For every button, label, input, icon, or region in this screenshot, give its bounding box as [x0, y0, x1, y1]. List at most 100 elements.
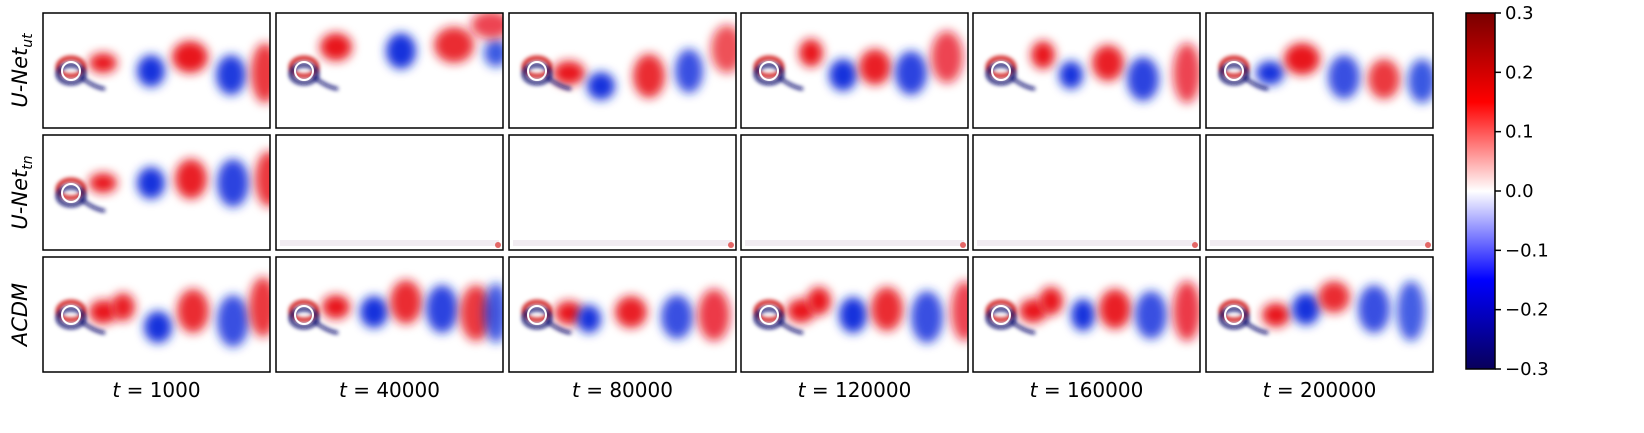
negative-vortex: [577, 305, 601, 333]
colorbar: 0.3 0.2 0.1 0.0 −0.1 −0.2 −0.3: [1465, 3, 1549, 380]
wake-streak: [1243, 319, 1269, 335]
colorbar-tick-label: 0.2: [1505, 62, 1534, 83]
panel-r2-c2: [275, 134, 504, 251]
panel-r1-c4: [740, 12, 969, 129]
positive-vortex: [175, 159, 207, 199]
noise-band: [513, 240, 732, 246]
negative-vortex: [1328, 55, 1360, 99]
cylinder: [522, 300, 572, 335]
negative-vortex: [911, 291, 943, 343]
shear-layer-positive: [1219, 300, 1249, 322]
positive-vortex: [255, 151, 270, 207]
column-label-5: t = 160000: [1030, 378, 1144, 402]
negative-vortex: [217, 295, 249, 347]
positive-vortex: [931, 31, 963, 83]
noise-band: [745, 240, 964, 246]
shear-layer-negative: [522, 307, 552, 329]
vorticity-field: [289, 13, 503, 91]
negative-vortex: [587, 72, 615, 100]
cylinder: [1219, 56, 1269, 91]
positive-vortex: [89, 173, 117, 193]
panel-r1-c3: [508, 12, 737, 129]
positive-vortex: [111, 293, 135, 321]
corner-artifact: [960, 242, 966, 248]
wake-streak: [313, 75, 339, 91]
shear-layer-negative: [56, 185, 86, 207]
panel-background: [1206, 135, 1433, 250]
cylinder-outline: [759, 305, 779, 325]
wake-streak: [1010, 75, 1036, 91]
panel-frame: [275, 256, 504, 373]
vorticity-field: [1219, 281, 1425, 341]
positive-vortex: [390, 280, 422, 324]
negative-vortex: [386, 33, 416, 69]
negative-vortex: [144, 311, 172, 343]
cylinder-outline: [61, 305, 81, 325]
row-label-name: ACDM: [8, 283, 32, 348]
positive-vortex: [553, 61, 585, 85]
positive-vortex: [320, 33, 352, 61]
panel-r2-c3: [508, 134, 737, 251]
negative-vortex: [484, 283, 503, 343]
positive-vortex: [177, 289, 209, 333]
negative-vortex: [360, 296, 388, 328]
positive-vortex: [249, 277, 270, 337]
panel-frame: [740, 12, 969, 129]
corner-artifact: [1192, 242, 1198, 248]
shear-layer-negative: [522, 63, 552, 85]
positive-vortex: [799, 39, 823, 67]
negative-vortex: [661, 295, 693, 339]
cylinder-outline: [527, 305, 547, 325]
column-label-3: t = 80000: [572, 378, 673, 402]
panel-frame: [42, 134, 271, 251]
colorbar-tick-label: −0.3: [1505, 359, 1549, 380]
panel-background: [276, 135, 503, 250]
shear-layer-positive: [522, 300, 552, 322]
cylinder: [754, 56, 804, 91]
shear-layer-positive: [289, 300, 319, 322]
negative-vortex: [675, 49, 703, 93]
cylinder-outline: [991, 305, 1011, 325]
row-label-subscript: tn: [20, 155, 36, 169]
panel-frame: [972, 12, 1201, 129]
negative-vortex: [216, 55, 246, 95]
shear-layer-positive: [986, 56, 1016, 78]
negative-vortex: [1408, 59, 1433, 103]
positive-vortex: [1173, 43, 1200, 103]
cylinder-outline: [294, 305, 314, 325]
positive-vortex: [711, 25, 736, 73]
cylinder: [986, 56, 1036, 91]
cylinder: [289, 56, 339, 91]
panel-frame: [740, 256, 969, 373]
column-label-2: t = 40000: [339, 378, 440, 402]
corner-artifact: [1425, 242, 1431, 248]
positive-vortex: [1173, 281, 1200, 341]
panel-frame: [508, 134, 737, 251]
positive-vortex: [807, 287, 831, 315]
panel-frame: [1205, 256, 1434, 373]
panel-frame: [42, 256, 271, 373]
panel-r3-c2: [275, 256, 504, 373]
vorticity-field: [56, 41, 270, 103]
negative-vortex: [1358, 285, 1390, 333]
wake-streak: [778, 319, 804, 335]
panel-frame: [508, 256, 737, 373]
panel-r2-c1: [42, 134, 271, 251]
shear-layer-positive: [754, 300, 784, 322]
row-label-1: U-Netut: [8, 33, 36, 108]
colorbar-tick-label: 0.3: [1505, 3, 1534, 24]
vorticity-field: [289, 280, 503, 343]
cylinder: [1219, 300, 1269, 335]
panel-frame: [275, 12, 504, 129]
colorbar-tick-label: 0.1: [1505, 122, 1534, 143]
panel-grid: [42, 12, 1434, 373]
negative-vortex: [484, 39, 503, 67]
panel-frame: [972, 134, 1201, 251]
shear-layer-negative: [289, 307, 319, 329]
shear-layer-positive: [522, 56, 552, 78]
row-label-3: ACDM: [8, 283, 32, 348]
shear-layer-negative: [986, 307, 1016, 329]
positive-vortex: [633, 54, 665, 98]
vorticity-field: [754, 31, 963, 95]
